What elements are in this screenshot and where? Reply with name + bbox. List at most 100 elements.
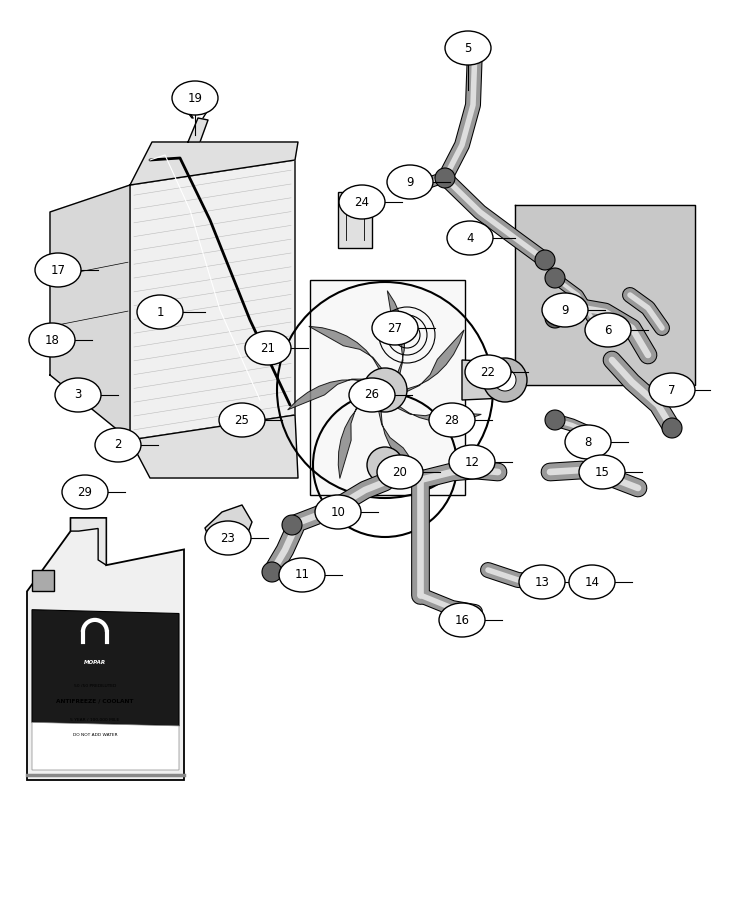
Ellipse shape <box>447 221 493 255</box>
Ellipse shape <box>137 295 183 329</box>
Ellipse shape <box>245 331 291 365</box>
Ellipse shape <box>569 565 615 599</box>
Polygon shape <box>70 518 106 565</box>
Text: 6: 6 <box>604 323 612 337</box>
Text: 1: 1 <box>156 305 164 319</box>
Text: 7: 7 <box>668 383 676 397</box>
Polygon shape <box>309 327 382 369</box>
Text: 23: 23 <box>221 532 236 544</box>
Ellipse shape <box>315 495 361 529</box>
Ellipse shape <box>439 603 485 637</box>
Polygon shape <box>188 118 208 142</box>
Polygon shape <box>205 505 252 545</box>
Text: MOPAR: MOPAR <box>84 660 106 664</box>
Ellipse shape <box>565 425 611 459</box>
Text: 12: 12 <box>465 455 479 469</box>
Text: 26: 26 <box>365 389 379 401</box>
Text: 28: 28 <box>445 413 459 427</box>
Text: 20: 20 <box>393 465 408 479</box>
Text: 27: 27 <box>388 321 402 335</box>
Ellipse shape <box>219 403 265 437</box>
Text: 11: 11 <box>294 569 310 581</box>
Text: 5: 5 <box>465 41 472 55</box>
Ellipse shape <box>465 355 511 389</box>
Text: 5 YEAR / 100,000 MILE: 5 YEAR / 100,000 MILE <box>70 717 119 722</box>
Text: 15: 15 <box>594 465 609 479</box>
Polygon shape <box>379 411 426 481</box>
Ellipse shape <box>62 475 108 509</box>
Text: 10: 10 <box>330 506 345 518</box>
Text: 17: 17 <box>50 264 65 276</box>
Text: 22: 22 <box>480 365 496 379</box>
Ellipse shape <box>95 428 141 462</box>
Circle shape <box>483 358 527 402</box>
Ellipse shape <box>172 81 218 115</box>
Text: 50 /50 PREDILUTED: 50 /50 PREDILUTED <box>74 684 116 688</box>
Ellipse shape <box>349 378 395 412</box>
Text: 13: 13 <box>534 575 549 589</box>
Circle shape <box>435 168 455 188</box>
Ellipse shape <box>372 311 418 345</box>
Text: 25: 25 <box>235 413 250 427</box>
Polygon shape <box>407 330 464 392</box>
Circle shape <box>662 418 682 438</box>
Polygon shape <box>388 291 405 373</box>
Polygon shape <box>288 379 366 410</box>
Text: 14: 14 <box>585 575 599 589</box>
Text: 9: 9 <box>406 176 413 188</box>
Text: 16: 16 <box>454 614 470 626</box>
Polygon shape <box>130 415 298 478</box>
Text: 29: 29 <box>78 485 93 499</box>
Ellipse shape <box>29 323 75 357</box>
Text: 9: 9 <box>561 303 569 317</box>
Polygon shape <box>50 185 130 440</box>
Polygon shape <box>338 192 372 248</box>
Ellipse shape <box>377 455 423 489</box>
Polygon shape <box>338 398 365 479</box>
Polygon shape <box>462 360 505 400</box>
Polygon shape <box>515 205 695 385</box>
Polygon shape <box>32 609 179 726</box>
Polygon shape <box>32 723 179 770</box>
Ellipse shape <box>445 31 491 65</box>
Ellipse shape <box>429 403 475 437</box>
Circle shape <box>535 250 555 270</box>
Ellipse shape <box>205 521 251 555</box>
Ellipse shape <box>649 373 695 407</box>
Text: 3: 3 <box>74 389 82 401</box>
Circle shape <box>494 369 516 391</box>
Text: 18: 18 <box>44 334 59 346</box>
Text: 4: 4 <box>466 231 473 245</box>
Text: 24: 24 <box>354 195 370 209</box>
Ellipse shape <box>339 185 385 219</box>
Text: 8: 8 <box>585 436 591 448</box>
Ellipse shape <box>519 565 565 599</box>
Ellipse shape <box>55 378 101 412</box>
Text: 19: 19 <box>187 92 202 104</box>
Ellipse shape <box>387 165 433 199</box>
Ellipse shape <box>585 313 631 347</box>
Text: 2: 2 <box>114 438 122 452</box>
Circle shape <box>465 38 485 58</box>
Polygon shape <box>310 280 465 495</box>
Ellipse shape <box>542 293 588 327</box>
Ellipse shape <box>449 445 495 479</box>
Polygon shape <box>32 571 54 591</box>
Circle shape <box>545 308 565 328</box>
Ellipse shape <box>35 253 81 287</box>
Polygon shape <box>27 518 184 780</box>
Polygon shape <box>130 142 298 185</box>
Text: 21: 21 <box>261 341 276 355</box>
Circle shape <box>545 268 565 288</box>
Circle shape <box>545 410 565 430</box>
Ellipse shape <box>279 558 325 592</box>
Circle shape <box>282 515 302 535</box>
Circle shape <box>363 368 407 412</box>
Text: ANTIFREEZE / COOLANT: ANTIFREEZE / COOLANT <box>56 699 133 704</box>
Polygon shape <box>130 160 295 440</box>
Text: DO NOT ADD WATER: DO NOT ADD WATER <box>73 734 117 737</box>
Ellipse shape <box>579 455 625 489</box>
Polygon shape <box>397 407 482 422</box>
Circle shape <box>367 447 403 483</box>
Circle shape <box>262 562 282 582</box>
